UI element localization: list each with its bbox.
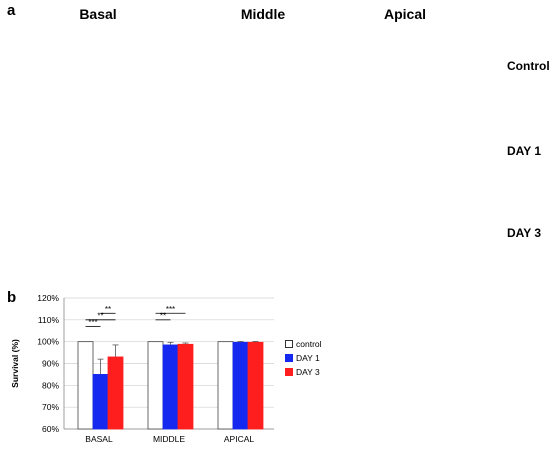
- bar-basal-day3: [107, 356, 124, 430]
- row-header-day1: DAY 1: [507, 144, 542, 158]
- legend-item-control: control: [285, 339, 322, 349]
- x-tick-label: MIDDLE: [153, 434, 185, 444]
- column-header-middle: Middle: [240, 6, 286, 22]
- bar-middle-control: [147, 341, 164, 430]
- panel-b-label: b: [7, 289, 17, 306]
- y-tick-label: 70%: [42, 402, 59, 412]
- significance-label: **: [160, 311, 166, 320]
- survival-bar-chart: 60% 70% 80% 90% 100% 110% 120% Survival (%) BASA…: [10, 293, 274, 444]
- y-tick-label: 60%: [42, 424, 59, 434]
- y-axis-label: Survival (%): [10, 339, 20, 388]
- bar-apical-control: [217, 341, 234, 430]
- significance-label: ***: [166, 305, 175, 314]
- y-tick-label: 120%: [37, 293, 59, 303]
- column-header-basal: Basal: [79, 6, 117, 22]
- bar-basal-control: [77, 341, 94, 430]
- x-tick-label: APICAL: [224, 434, 255, 444]
- row-header-control: Control: [507, 59, 550, 73]
- bar-apical-day3: [247, 341, 264, 430]
- legend-label-day1: DAY 1: [296, 353, 320, 363]
- legend-label-day3: DAY 3: [296, 367, 320, 377]
- column-header-apical: Apical: [383, 6, 426, 22]
- bar-middle-day1: [162, 344, 179, 430]
- significance-label: **: [97, 311, 103, 320]
- significance-label: **: [105, 305, 111, 314]
- legend-swatch-day3: [285, 368, 293, 376]
- x-tick-label: BASAL: [85, 434, 113, 444]
- bar-apical-day1: [232, 341, 249, 430]
- panel-a-label: a: [7, 2, 16, 19]
- legend-item-day1: DAY 1: [285, 353, 320, 363]
- legend-swatch-day1: [285, 354, 293, 362]
- significance-label: ***: [88, 318, 97, 327]
- y-tick-label: 100%: [37, 337, 59, 347]
- legend-label-control: control: [296, 339, 322, 349]
- y-tick-label: 80%: [42, 380, 59, 390]
- row-header-day3: DAY 3: [507, 226, 542, 240]
- legend-item-day3: DAY 3: [285, 367, 320, 377]
- legend-swatch-control: [285, 340, 293, 348]
- bar-basal-day1: [92, 374, 109, 430]
- y-tick-label: 90%: [42, 359, 59, 369]
- y-tick-label: 110%: [38, 315, 60, 325]
- bar-middle-day3: [177, 343, 194, 430]
